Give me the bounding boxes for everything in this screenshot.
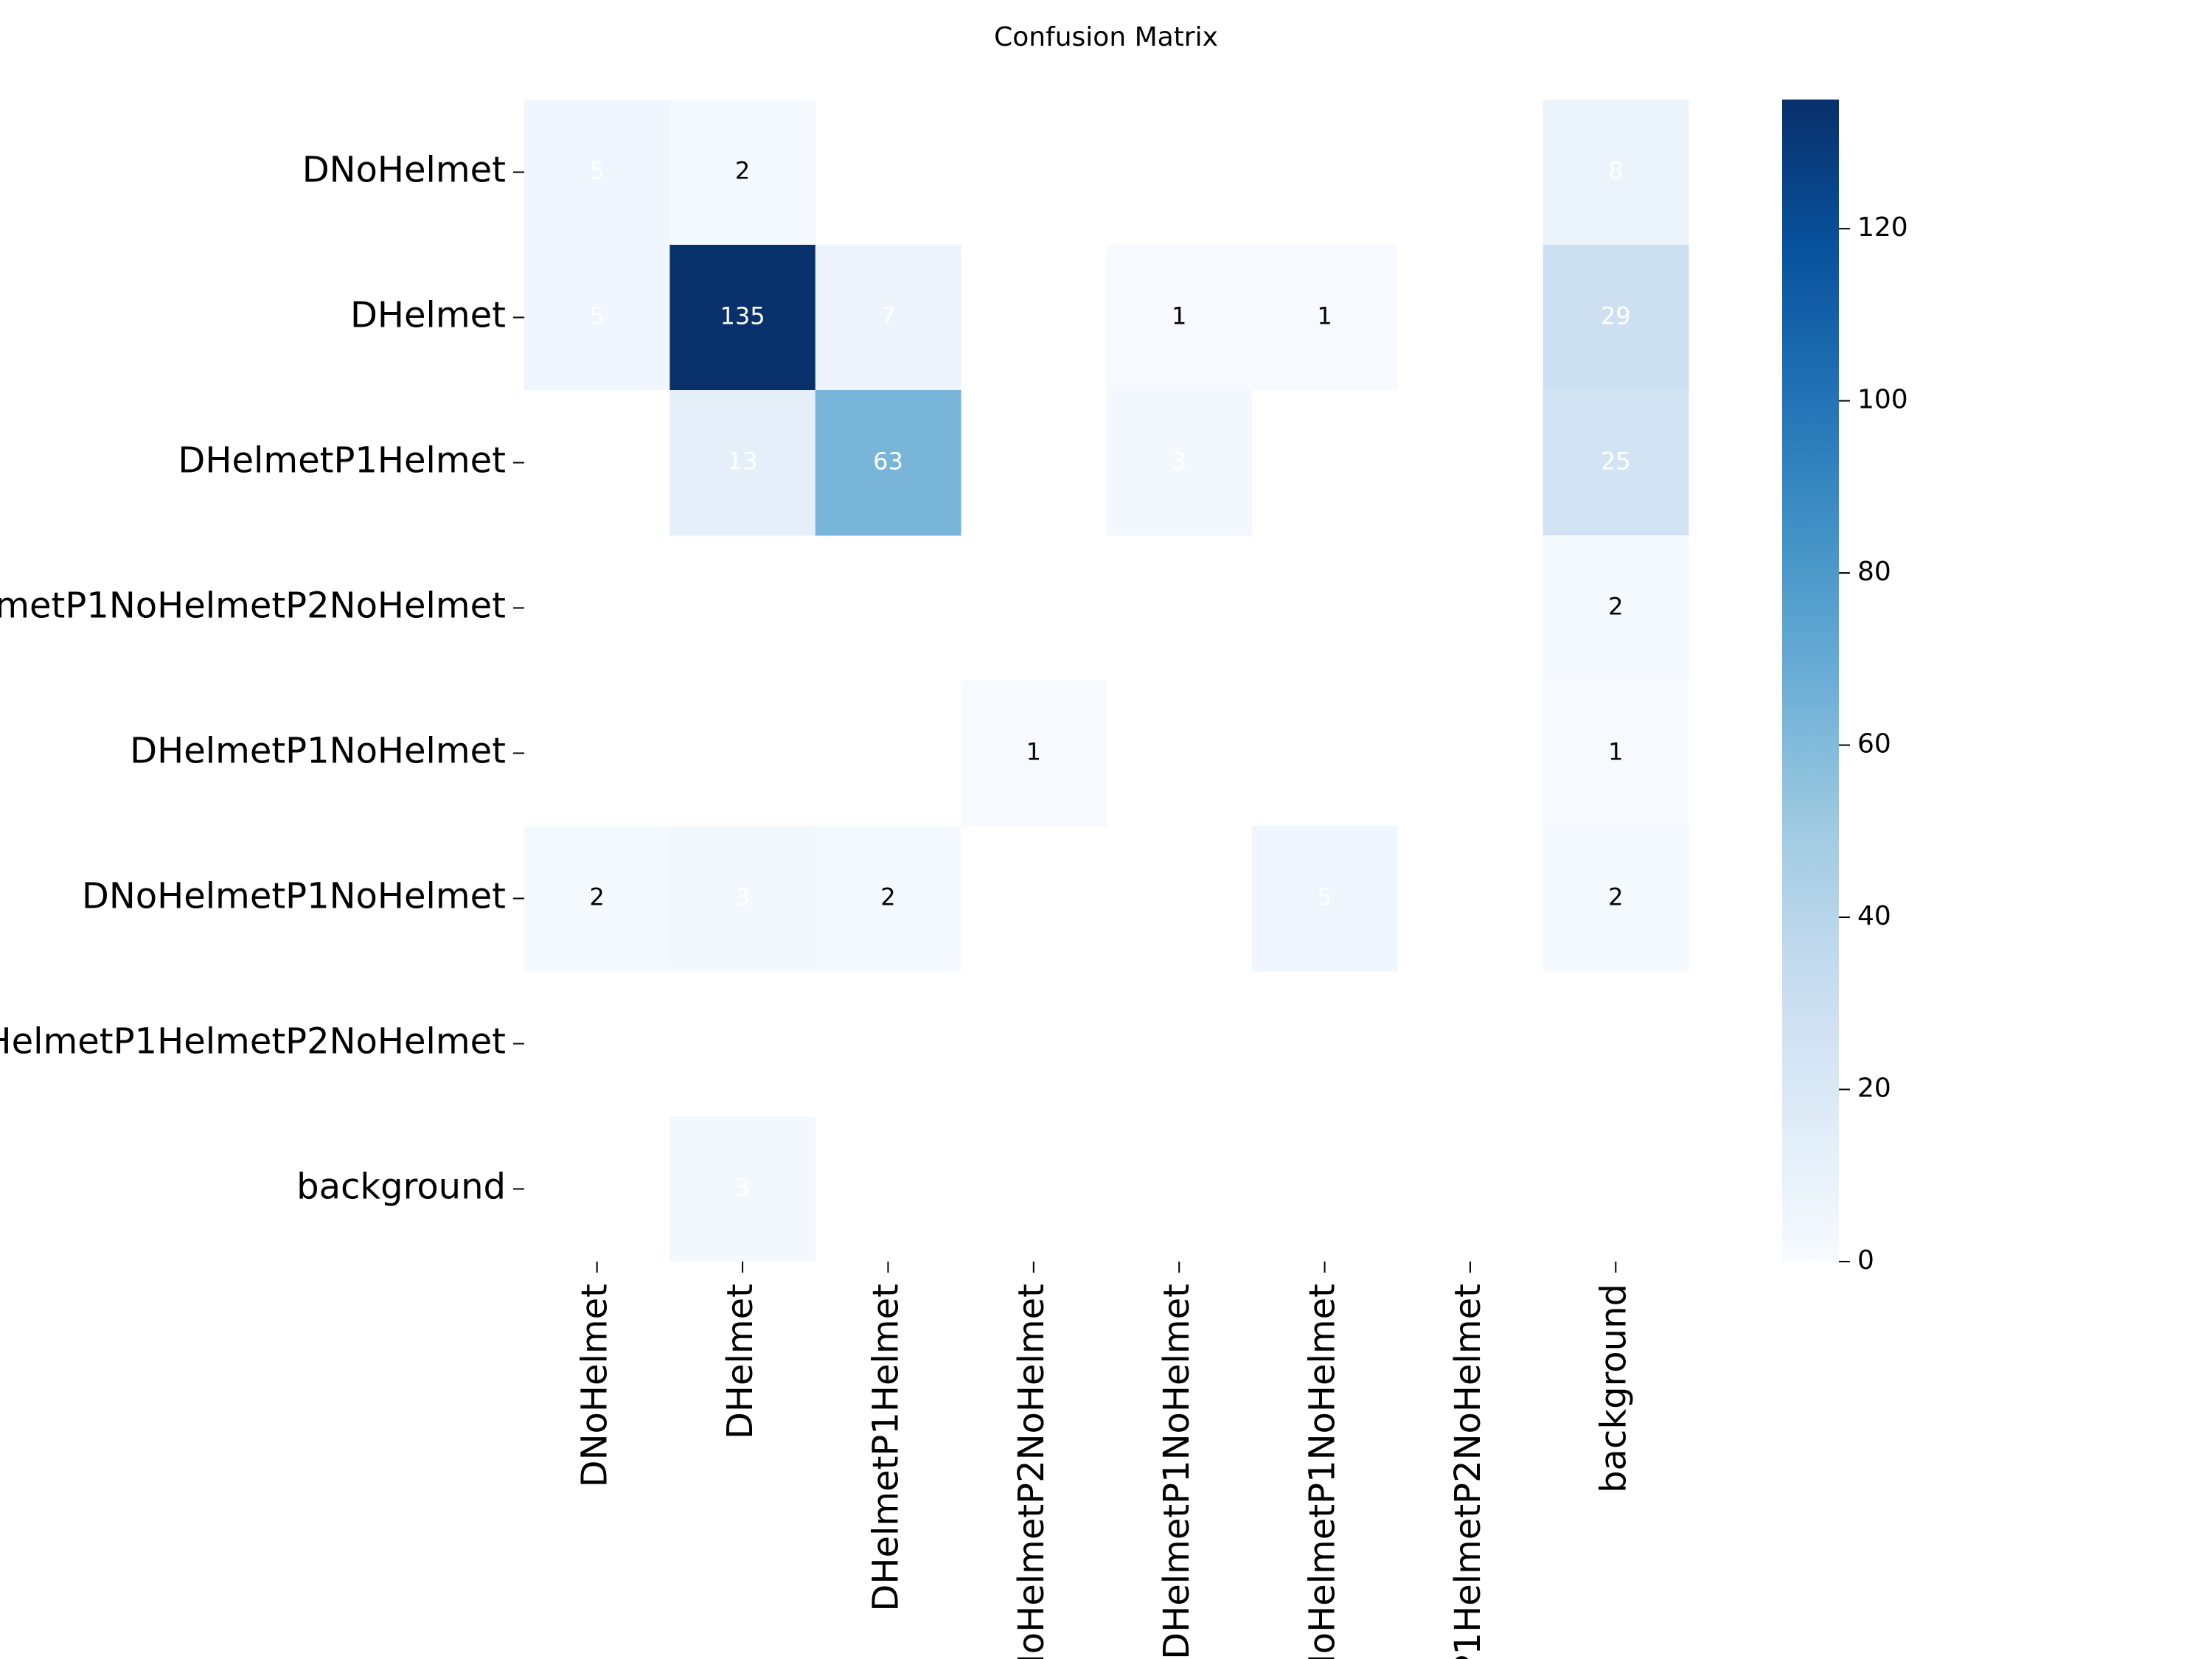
x-tick-label: DHelmetP1HelmetP2NoHelmet (1447, 1284, 1489, 1659)
colorbar-tick-label: 40 (1857, 901, 1891, 931)
y-tick-label: DHelmetP1NoHelmet (130, 731, 506, 772)
x-tick-label: DHelmetP1Helmet (865, 1284, 906, 1612)
cell-label: 3 (735, 883, 750, 911)
cell-label: 29 (1601, 302, 1631, 330)
cell-label: 7 (880, 302, 895, 330)
colorbar-tick-label: 120 (1857, 212, 1908, 243)
heatmap-cell (961, 681, 1107, 827)
x-tick-label: DNoHelmetP1NoHelmet (1302, 1284, 1343, 1659)
y-tick-label: DNoHelmet (302, 150, 506, 191)
heatmap-cell (1543, 681, 1689, 827)
cell-label: 25 (1601, 448, 1631, 476)
colorbar-tick-label: 20 (1857, 1074, 1891, 1104)
y-tick-label: DNoHelmetP1NoHelmet (82, 876, 506, 917)
cell-label: 2 (735, 157, 750, 185)
y-tick-label: DHelmetP1Helmet (178, 440, 506, 481)
y-tick-label: DHelmetP1HelmetP2NoHelmet (0, 1021, 506, 1062)
colorbar-tick-label: 0 (1857, 1245, 1874, 1276)
heatmap-cell (669, 245, 816, 391)
cell-label: 1 (1317, 302, 1332, 330)
cell-label: 2 (590, 883, 605, 911)
cell-label: 2 (1608, 593, 1623, 621)
heatmap-cell (1106, 390, 1253, 536)
heatmap-cell (815, 390, 961, 536)
x-tick-label: DHelmetP1NoHelmetP2NoHelmet (1011, 1284, 1052, 1659)
heatmap-cell (1543, 826, 1689, 972)
cell-label: 135 (720, 302, 765, 330)
heatmap-cell (815, 826, 961, 972)
cell-label: 8 (1608, 157, 1623, 185)
heatmap-cell (524, 100, 670, 246)
y-tick-label: background (296, 1166, 506, 1208)
cell-label: 5 (1317, 883, 1332, 911)
heatmap-cell (524, 245, 670, 391)
x-tick-label: DNoHelmet (574, 1284, 616, 1487)
heatmap-cell (669, 826, 816, 972)
y-tick-label: DHelmet (350, 295, 506, 336)
cell-label: 5 (590, 157, 605, 185)
heatmap-cell (1251, 245, 1398, 391)
cell-label: 13 (728, 448, 758, 476)
colorbar-tick-label: 100 (1857, 385, 1908, 415)
cell-label: 63 (873, 448, 903, 476)
heatmap-cell (669, 390, 816, 536)
heatmap-cell (1106, 245, 1253, 391)
cell-label: 2 (880, 883, 895, 911)
heatmap-cell (1543, 100, 1689, 246)
x-tick-label: DHelmet (720, 1284, 761, 1439)
heatmap-cell (1251, 826, 1398, 972)
colorbar (1782, 100, 1839, 1262)
heatmap-cell (815, 245, 961, 391)
cell-label: 2 (1608, 883, 1623, 911)
heatmap-cell (1543, 390, 1689, 536)
cell-label: 1 (1608, 738, 1623, 766)
cell-label: 5 (590, 302, 605, 330)
chart-title: Confusion Matrix (994, 22, 1218, 52)
colorbar-tick-label: 80 (1857, 557, 1891, 587)
colorbar-tick-label: 60 (1857, 729, 1891, 759)
cell-label: 3 (735, 1174, 750, 1202)
x-tick-label: background (1593, 1284, 1634, 1493)
heatmap-cell (669, 1116, 816, 1262)
cell-label: 1 (1026, 738, 1041, 766)
y-tick-label: DHelmetP1NoHelmetP2NoHelmet (0, 585, 506, 627)
heatmap-cell (1543, 535, 1689, 681)
heatmap-cell (524, 826, 670, 972)
cell-label: 1 (1172, 302, 1186, 330)
cell-label: 3 (1172, 448, 1186, 476)
heatmap-cell (1543, 245, 1689, 391)
x-tick-label: DHelmetP1NoHelmet (1156, 1284, 1197, 1659)
heatmap-cell (669, 100, 816, 246)
